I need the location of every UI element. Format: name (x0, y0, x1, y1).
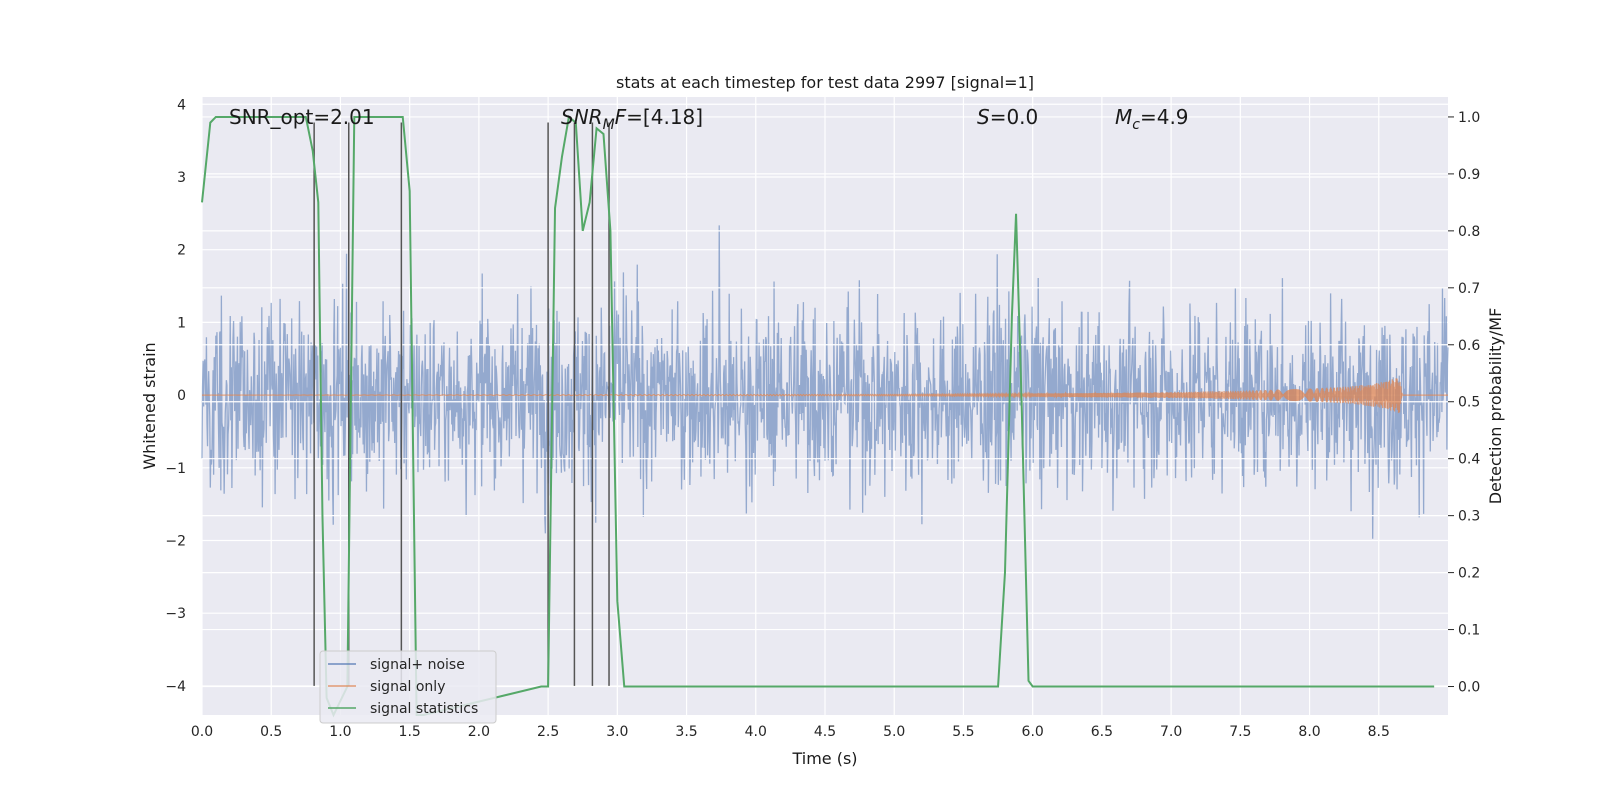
x-tick-label: 3.5 (675, 724, 697, 740)
x-tick-label: 0.0 (191, 724, 213, 740)
x-tick-label: 6.0 (1022, 724, 1044, 740)
signal-plus-noise-series (201, 225, 1449, 539)
left-y-axis-label: Whitened strain (140, 342, 159, 469)
right-y-tick-label: 0.7 (1458, 281, 1480, 297)
annotation-snr-mf: SNRMF=[4.18] (561, 105, 703, 133)
signal-only-series (202, 378, 1448, 413)
x-tick-label: 8.5 (1368, 724, 1390, 740)
right-y-tick-label: 0.6 (1458, 338, 1480, 354)
annotation-snr-opt: SNR_opt=2.01 (229, 105, 375, 129)
left-y-tick-label: 4 (177, 97, 186, 113)
x-tick-label: 5.0 (883, 724, 905, 740)
left-y-tick-label: −1 (165, 461, 186, 477)
signal-statistics-series (201, 115, 1435, 718)
x-axis-label: Time (s) (791, 749, 857, 768)
signal-only-line (202, 378, 1448, 413)
signal-plus-noise-line (201, 225, 1449, 539)
right-y-tick-label: 0.4 (1458, 452, 1480, 468)
x-tick-label: 6.5 (1091, 724, 1113, 740)
left-y-axis-ticks: 4 3 2 1 0 −1 −2 −3 −4 (165, 97, 186, 695)
right-y-tick-label: 0.0 (1458, 680, 1480, 696)
x-tick-label: 2.0 (468, 724, 490, 740)
legend-box (319, 650, 497, 724)
left-y-tick-label: −2 (165, 534, 186, 550)
right-y-axis-label: Detection probability/MF (1486, 308, 1505, 505)
annotation-mc: Mc=4.9 (1115, 105, 1189, 133)
x-tick-label: 4.5 (814, 724, 836, 740)
x-tick-label: 4.0 (745, 724, 767, 740)
x-tick-label: 3.0 (606, 724, 628, 740)
chart-title: stats at each timestep for test data 299… (616, 73, 1034, 92)
legend: signal+ noise signal only signal statist… (319, 650, 497, 724)
left-y-tick-label: 3 (177, 170, 186, 186)
x-tick-label: 7.5 (1229, 724, 1251, 740)
left-y-tick-label: 0 (177, 388, 186, 404)
x-axis-ticks: 0.0 0.5 1.0 1.5 2.0 2.5 3.0 3.5 4.0 4.5 5.0 5.5 6.0 6… (191, 724, 1390, 740)
x-tick-label: 1.0 (329, 724, 351, 740)
right-y-axis-ticks: 1.0 0.9 0.8 0.7 0.6 0.5 0.4 0.3 0.2 0.1 0.0 (1448, 110, 1480, 696)
right-y-tick-label: 0.9 (1458, 167, 1480, 183)
x-tick-label: 7.0 (1160, 724, 1182, 740)
right-y-tick-label: 0.8 (1458, 224, 1480, 240)
right-y-tick-label: 0.5 (1458, 395, 1480, 411)
left-y-tick-label: −4 (165, 679, 186, 695)
x-tick-label: 5.5 (952, 724, 974, 740)
left-y-tick-label: 2 (177, 243, 186, 259)
left-y-tick-label: 1 (177, 315, 186, 331)
right-y-tick-label: 0.1 (1458, 623, 1480, 639)
legend-label-noise: signal+ noise (370, 657, 465, 673)
legend-label-signal: signal only (370, 679, 445, 695)
x-tick-label: 1.5 (399, 724, 421, 740)
legend-label-stats: signal statistics (370, 701, 478, 717)
x-tick-label: 8.0 (1298, 724, 1320, 740)
right-y-tick-label: 0.3 (1458, 509, 1480, 525)
x-tick-label: 2.5 (537, 724, 559, 740)
left-y-tick-label: −3 (165, 606, 186, 622)
right-y-tick-label: 0.2 (1458, 566, 1480, 582)
annotation-s: S=0.0 (977, 105, 1038, 129)
right-y-tick-label: 1.0 (1458, 110, 1480, 126)
signal-statistics-line (201, 115, 1435, 718)
x-tick-label: 0.5 (260, 724, 282, 740)
